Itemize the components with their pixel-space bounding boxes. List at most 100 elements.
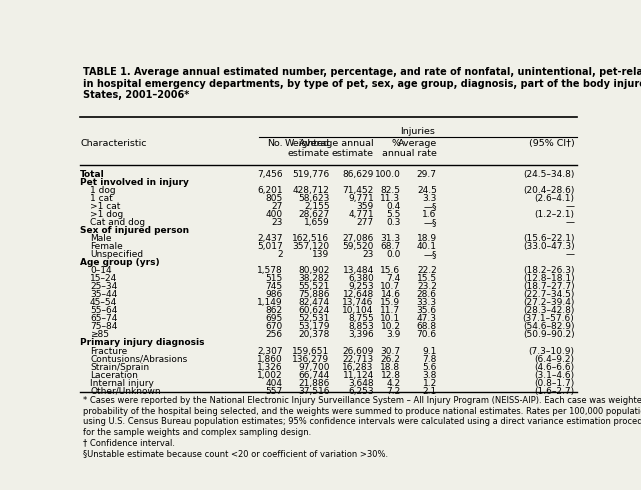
Text: —: —	[565, 250, 574, 259]
Text: 33.3: 33.3	[417, 298, 437, 307]
Text: 18.9: 18.9	[417, 234, 437, 243]
Text: (33.0–47.3): (33.0–47.3)	[523, 242, 574, 251]
Text: (95% CI†): (95% CI†)	[529, 139, 574, 148]
Text: 10,104: 10,104	[342, 306, 374, 316]
Text: (50.9–90.2): (50.9–90.2)	[523, 330, 574, 340]
Text: 27,086: 27,086	[342, 234, 374, 243]
Text: 515: 515	[265, 274, 283, 283]
Text: 1,326: 1,326	[257, 363, 283, 371]
Text: 2: 2	[277, 250, 283, 259]
Text: 986: 986	[265, 290, 283, 299]
Text: 12,648: 12,648	[342, 290, 374, 299]
Text: 557: 557	[265, 387, 283, 396]
Text: 53,179: 53,179	[298, 322, 329, 331]
Text: Contusions/Abrasions: Contusions/Abrasions	[90, 355, 187, 364]
Text: 13,746: 13,746	[342, 298, 374, 307]
Text: 805: 805	[265, 194, 283, 203]
Text: 5,017: 5,017	[257, 242, 283, 251]
Text: 29.7: 29.7	[417, 170, 437, 179]
Text: 31.3: 31.3	[380, 234, 401, 243]
Text: 71,452: 71,452	[342, 186, 374, 195]
Text: 670: 670	[265, 322, 283, 331]
Text: (15.6–22.1): (15.6–22.1)	[523, 234, 574, 243]
Text: (0.8–1.7): (0.8–1.7)	[534, 379, 574, 388]
Text: (54.6–82.9): (54.6–82.9)	[523, 322, 574, 331]
Text: 4.2: 4.2	[387, 379, 401, 388]
Text: 22.2: 22.2	[417, 266, 437, 275]
Text: 18.8: 18.8	[380, 363, 401, 371]
Text: Cat and dog: Cat and dog	[90, 218, 145, 227]
Text: † Confidence interval.: † Confidence interval.	[83, 439, 174, 447]
Text: 7.8: 7.8	[422, 355, 437, 364]
Text: (22.7–34.5): (22.7–34.5)	[523, 290, 574, 299]
Text: (1.2–2.1): (1.2–2.1)	[535, 210, 574, 219]
Text: using U.S. Census Bureau population estimates; 95% confidence intervals were cal: using U.S. Census Bureau population esti…	[83, 417, 641, 426]
Text: 9,771: 9,771	[348, 194, 374, 203]
Text: (18.7–27.7): (18.7–27.7)	[523, 282, 574, 291]
Text: 6,253: 6,253	[348, 387, 374, 396]
Text: 35–44: 35–44	[90, 290, 117, 299]
Text: 256: 256	[265, 330, 283, 340]
Text: * Cases were reported by the National Electronic Injury Surveillance System – Al: * Cases were reported by the National El…	[83, 396, 641, 405]
Text: 1.2: 1.2	[422, 379, 437, 388]
Text: Strain/Sprain: Strain/Sprain	[90, 363, 149, 371]
Text: 68.8: 68.8	[417, 322, 437, 331]
Text: 24.5: 24.5	[417, 186, 437, 195]
Text: 23: 23	[271, 218, 283, 227]
Text: Female: Female	[90, 242, 123, 251]
Text: Fracture: Fracture	[90, 346, 128, 356]
Text: 70.6: 70.6	[417, 330, 437, 340]
Text: 47.3: 47.3	[417, 315, 437, 323]
Text: 8,755: 8,755	[348, 315, 374, 323]
Text: (3.1–4.6): (3.1–4.6)	[535, 370, 574, 380]
Text: 25–34: 25–34	[90, 282, 117, 291]
Text: (12.8–18.1): (12.8–18.1)	[523, 274, 574, 283]
Text: —: —	[565, 202, 574, 211]
Text: >1 dog: >1 dog	[90, 210, 123, 219]
Text: 1,149: 1,149	[257, 298, 283, 307]
Text: >1 cat: >1 cat	[90, 202, 121, 211]
Text: 7.2: 7.2	[387, 387, 401, 396]
Text: probability of the hospital being selected, and the weights were summed to produ: probability of the hospital being select…	[83, 407, 641, 416]
Text: Other/Unknown: Other/Unknown	[90, 387, 161, 396]
Text: 10.1: 10.1	[380, 315, 401, 323]
Text: Internal injury: Internal injury	[90, 379, 154, 388]
Text: (2.6–4.1): (2.6–4.1)	[535, 194, 574, 203]
Text: 75–84: 75–84	[90, 322, 117, 331]
Text: 400: 400	[265, 210, 283, 219]
Text: 12.8: 12.8	[381, 370, 401, 380]
Text: for the sample weights and complex sampling design.: for the sample weights and complex sampl…	[83, 428, 311, 437]
Text: Sex of injured person: Sex of injured person	[80, 226, 189, 235]
Text: 28.6: 28.6	[417, 290, 437, 299]
Text: 139: 139	[312, 250, 329, 259]
Text: —§: —§	[423, 250, 437, 259]
Text: 9.1: 9.1	[422, 346, 437, 356]
Text: 162,516: 162,516	[292, 234, 329, 243]
Text: Male: Male	[90, 234, 112, 243]
Text: 7.4: 7.4	[387, 274, 401, 283]
Text: 58,623: 58,623	[298, 194, 329, 203]
Text: 277: 277	[356, 218, 374, 227]
Text: (4.6–6.6): (4.6–6.6)	[535, 363, 574, 371]
Text: 80,902: 80,902	[298, 266, 329, 275]
Text: 27: 27	[271, 202, 283, 211]
Text: 2.1: 2.1	[422, 387, 437, 396]
Text: 3.9: 3.9	[386, 330, 401, 340]
Text: 23.2: 23.2	[417, 282, 437, 291]
Text: (6.4–9.2): (6.4–9.2)	[535, 355, 574, 364]
Text: 45–54: 45–54	[90, 298, 117, 307]
Text: 0–14: 0–14	[90, 266, 112, 275]
Text: 26,609: 26,609	[342, 346, 374, 356]
Text: 75,886: 75,886	[298, 290, 329, 299]
Text: 21,886: 21,886	[298, 379, 329, 388]
Text: 86,629: 86,629	[342, 170, 374, 179]
Text: §Unstable estimate because count <20 or coefficient of variation >30%.: §Unstable estimate because count <20 or …	[83, 449, 388, 458]
Text: 30.7: 30.7	[380, 346, 401, 356]
Text: 3.8: 3.8	[422, 370, 437, 380]
Text: 59,520: 59,520	[342, 242, 374, 251]
Text: Age group (yrs): Age group (yrs)	[80, 258, 160, 267]
Text: 22,713: 22,713	[342, 355, 374, 364]
Text: 862: 862	[265, 306, 283, 316]
Text: 52,531: 52,531	[298, 315, 329, 323]
Text: —§: —§	[423, 202, 437, 211]
